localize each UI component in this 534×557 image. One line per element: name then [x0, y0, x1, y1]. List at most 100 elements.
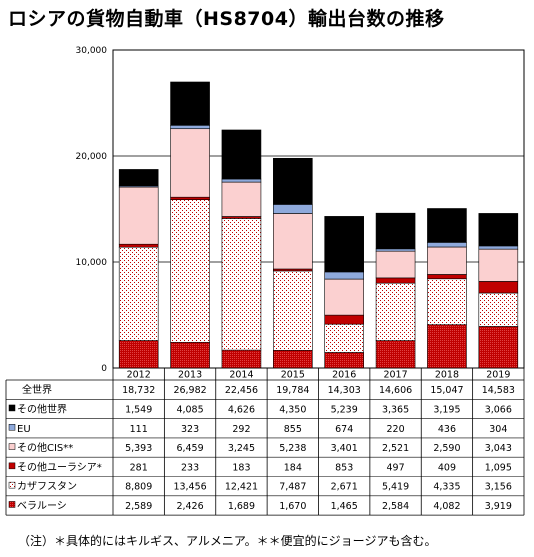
bar-segment [170, 81, 210, 126]
x-tick-label: 2015 [281, 370, 305, 381]
legend-swatch [8, 443, 16, 450]
table-cell: 14,606 [379, 385, 412, 396]
bar-segment [273, 157, 313, 205]
bar-segment [375, 277, 416, 284]
bar-segment [273, 204, 313, 214]
x-tick-label: 2016 [332, 370, 356, 381]
bar-segment [324, 323, 364, 353]
table-cell: 1,670 [279, 501, 306, 512]
table-cell: 409 [438, 462, 456, 473]
bar-segment [324, 352, 364, 369]
table-cell: 3,245 [228, 443, 255, 454]
bar-segment [375, 248, 416, 252]
table-cell: 233 [181, 462, 199, 473]
table-cell: 2,521 [382, 443, 409, 454]
bar-segment [273, 213, 313, 270]
y-tick-label: 10,000 [76, 258, 108, 268]
table-cell: 2,426 [176, 501, 203, 512]
x-tick-label: 2018 [435, 370, 459, 381]
table-cell: 14,303 [328, 385, 361, 396]
bar-segment [375, 282, 416, 341]
legend-label: EU [17, 424, 31, 435]
table-cell: 323 [181, 424, 199, 435]
bar-segment [478, 248, 519, 282]
bar-segment [427, 208, 467, 243]
bar-segment [118, 186, 159, 245]
bar-segment [375, 212, 416, 250]
table-cell: 853 [335, 462, 353, 473]
y-tick-label: 20,000 [76, 152, 108, 162]
table-cell: 436 [438, 424, 456, 435]
table-cell: 1,465 [331, 501, 358, 512]
legend-swatch [8, 424, 16, 431]
table-cell: 6,459 [176, 443, 203, 454]
bar-segment [221, 178, 262, 183]
table-cell: 4,350 [279, 404, 306, 415]
table-cell: 4,335 [433, 482, 460, 493]
bar-segment [118, 246, 159, 341]
table-cell: 5,239 [331, 404, 358, 415]
table-cell: 292 [232, 424, 250, 435]
bar-segment [118, 340, 159, 369]
bar-segment [221, 129, 262, 180]
bar-segment [427, 278, 467, 326]
table-cell: 281 [130, 462, 148, 473]
y-tick-label: 0 [101, 364, 107, 374]
table-cell: 14,583 [482, 385, 515, 396]
legend-label: その他CIS** [17, 441, 73, 454]
data-table: 2012 2013 2014 2015 2016 2017 2018 2019 全世界 18,73… [5, 368, 525, 516]
table-cell: 2,590 [433, 443, 460, 454]
table-cell: 2,671 [331, 482, 358, 493]
table-cell: 111 [130, 424, 148, 435]
table-cell: 8,809 [125, 482, 152, 493]
legend-label: その他世界 [17, 402, 67, 415]
bar-segment [118, 169, 159, 187]
bar-segment [324, 278, 364, 316]
table-cell: 5,238 [279, 443, 306, 454]
bar-segment [427, 242, 467, 248]
bar-segment [478, 292, 519, 327]
footnote: （注）＊具体的にはキルギス、アルメニア。＊＊便宜的にジョージアも含む。 [18, 534, 437, 548]
table-cell: 304 [489, 424, 507, 435]
legend-swatch [8, 481, 16, 489]
table-cell: 1,095 [485, 462, 512, 473]
table-cell: 26,982 [173, 385, 206, 396]
bar-segment [324, 271, 364, 280]
table-cell: 3,919 [485, 501, 512, 512]
legend-label: その他ユーラシア* [17, 460, 102, 473]
legend-swatch [8, 462, 16, 470]
chart-title: ロシアの貨物自動車（HS8704）輸出台数の推移 [8, 8, 445, 30]
table-cell: 220 [386, 424, 404, 435]
x-tick-label: 2013 [178, 370, 202, 381]
bar-segment [118, 243, 159, 248]
table-cell: 3,156 [485, 482, 512, 493]
table-cell: 15,047 [430, 385, 463, 396]
bar-segment [375, 250, 416, 279]
bar-segment [375, 340, 416, 369]
table-cell: 183 [232, 462, 250, 473]
bar-segment [478, 281, 519, 294]
bar-segment [478, 213, 519, 247]
table-cell: 3,365 [382, 404, 409, 415]
table-cell: 497 [386, 462, 404, 473]
table-cell: 2,589 [125, 501, 152, 512]
table-cell: 674 [335, 424, 353, 435]
table-cell: 5,419 [382, 482, 409, 493]
legend-swatch [8, 404, 16, 412]
x-tick-label: 2017 [383, 370, 407, 381]
table-cell: 13,456 [173, 482, 206, 493]
bar-segment [427, 324, 467, 369]
table-cell: 5,393 [125, 443, 152, 454]
table-cell: 7,487 [279, 482, 306, 493]
bar-segment [170, 341, 210, 369]
table-cell: 3,066 [485, 404, 512, 415]
table-cell: 18,732 [122, 385, 155, 396]
table-cell: 4,626 [228, 404, 255, 415]
bar-segment [427, 246, 467, 275]
row-label-total: 全世界 [22, 383, 52, 396]
table-cell: 22,456 [225, 385, 258, 396]
bar-segment [221, 218, 262, 351]
table-cell: 2,584 [382, 501, 409, 512]
bar-segment [221, 349, 262, 369]
